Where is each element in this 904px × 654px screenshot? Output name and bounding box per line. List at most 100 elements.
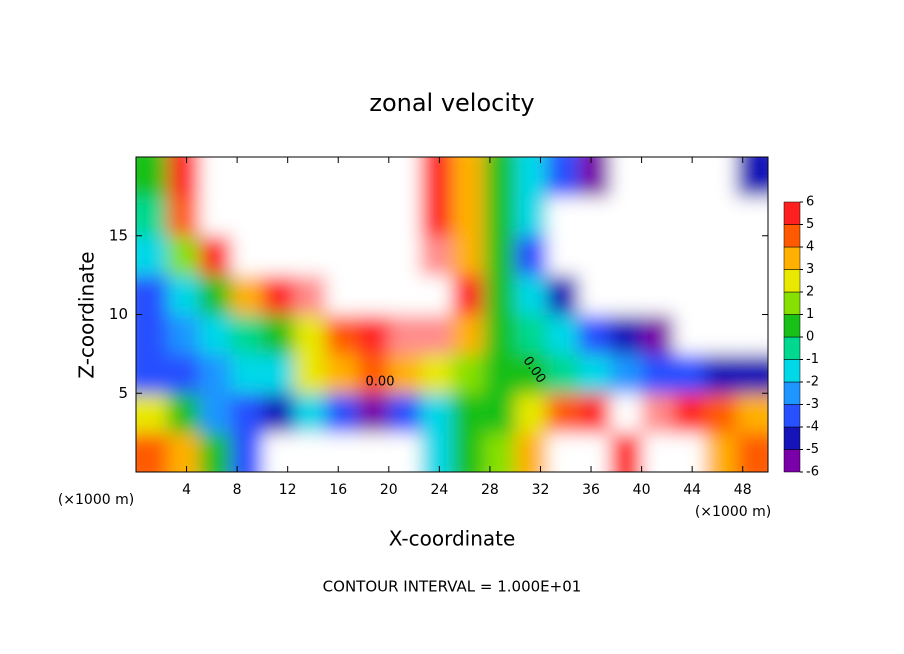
heat-cell [325,235,358,276]
heat-cell [673,393,706,434]
heat-cell [357,353,390,394]
heat-cell [452,432,485,472]
colorbar-label: 3 [806,262,814,277]
y-tick-label: 10 [109,305,128,323]
heat-cell [167,432,200,472]
heat-cell [294,393,327,434]
heat-cell [546,235,579,276]
colorbar-swatch [783,291,801,315]
heat-cell [641,314,674,355]
heat-cell [420,393,453,434]
heat-cell [167,314,200,355]
heat-cell [230,235,263,276]
colorbar-swatch [783,269,801,293]
heat-cell [736,314,768,355]
heat-cell [136,235,169,276]
heat-cell [388,196,421,237]
heat-cell [262,235,295,276]
heat-cell [325,353,358,394]
heat-cell [704,235,737,276]
heat-cell [167,196,200,237]
heat-cell [452,235,485,276]
heat-cell [199,393,232,434]
heat-cell [515,235,548,276]
heat-cell [546,314,579,355]
x-tick-label: 20 [380,482,398,498]
x-axis-unit: (×1000 m) [695,504,771,520]
heat-cell [199,235,232,276]
heat-cell [325,393,358,434]
heat-cell [578,235,611,276]
heat-cell [230,353,263,394]
heat-cell [294,275,327,315]
heat-cell [262,314,295,355]
y-tick-label: 15 [109,226,128,244]
colorbar-label: -1 [806,352,819,367]
heat-cell [673,235,706,276]
heat-cell [546,196,579,237]
heat-cell [483,157,516,197]
heat-cell [420,314,453,355]
heat-cell [262,353,295,394]
heat-cell [578,353,611,394]
heat-cell [262,157,295,197]
heat-cell [357,393,390,434]
heat-cell [357,432,390,472]
heat-cell [136,157,169,197]
colorbar-label: -6 [806,465,819,480]
heat-cell [388,235,421,276]
heat-cell [357,157,390,197]
heat-cell [610,432,643,472]
heat-cell [136,432,169,472]
heat-cell [199,196,232,237]
heat-cell [546,157,579,197]
heat-cell [736,275,768,315]
heat-cell [357,235,390,276]
heat-cell [736,157,768,197]
heat-cell [736,353,768,394]
heat-cell [388,393,421,434]
heat-cell [136,353,169,394]
heat-cell [704,353,737,394]
heat-cell [136,275,169,315]
colorbar-label: -4 [806,420,819,435]
colorbar-swatch [783,381,801,405]
colorbar-label: 0 [806,330,814,345]
heat-cell [736,393,768,434]
heat-cell [673,157,706,197]
heat-cell [230,432,263,472]
heat-cell [420,353,453,394]
heat-cell [610,196,643,237]
heat-cell [325,432,358,472]
colorbar-label: -5 [806,442,819,457]
heat-cell [325,196,358,237]
heat-cell [641,393,674,434]
heat-cell [357,196,390,237]
heat-cell [515,157,548,197]
contour-label: 0.00 [366,375,395,390]
heat-cell [578,393,611,434]
heat-cell [578,432,611,472]
heat-cell [483,393,516,434]
heat-cell [199,432,232,472]
heat-cell [546,432,579,472]
colorbar-label: -2 [806,375,819,390]
heat-cell [388,275,421,315]
heat-cell [199,314,232,355]
heat-cell [262,196,295,237]
heat-cell [199,157,232,197]
heat-cell [736,196,768,237]
heat-cell [673,314,706,355]
heat-cell [199,353,232,394]
heat-cell [641,353,674,394]
heat-cell [294,353,327,394]
colorbar-swatch [783,314,801,338]
heat-cell [641,432,674,472]
heat-cell [262,393,295,434]
heat-cell [673,275,706,315]
heat-cell [641,157,674,197]
x-tick-label: 28 [481,482,499,498]
heat-cell [483,353,516,394]
heat-cell [294,235,327,276]
heat-cell [136,196,169,237]
